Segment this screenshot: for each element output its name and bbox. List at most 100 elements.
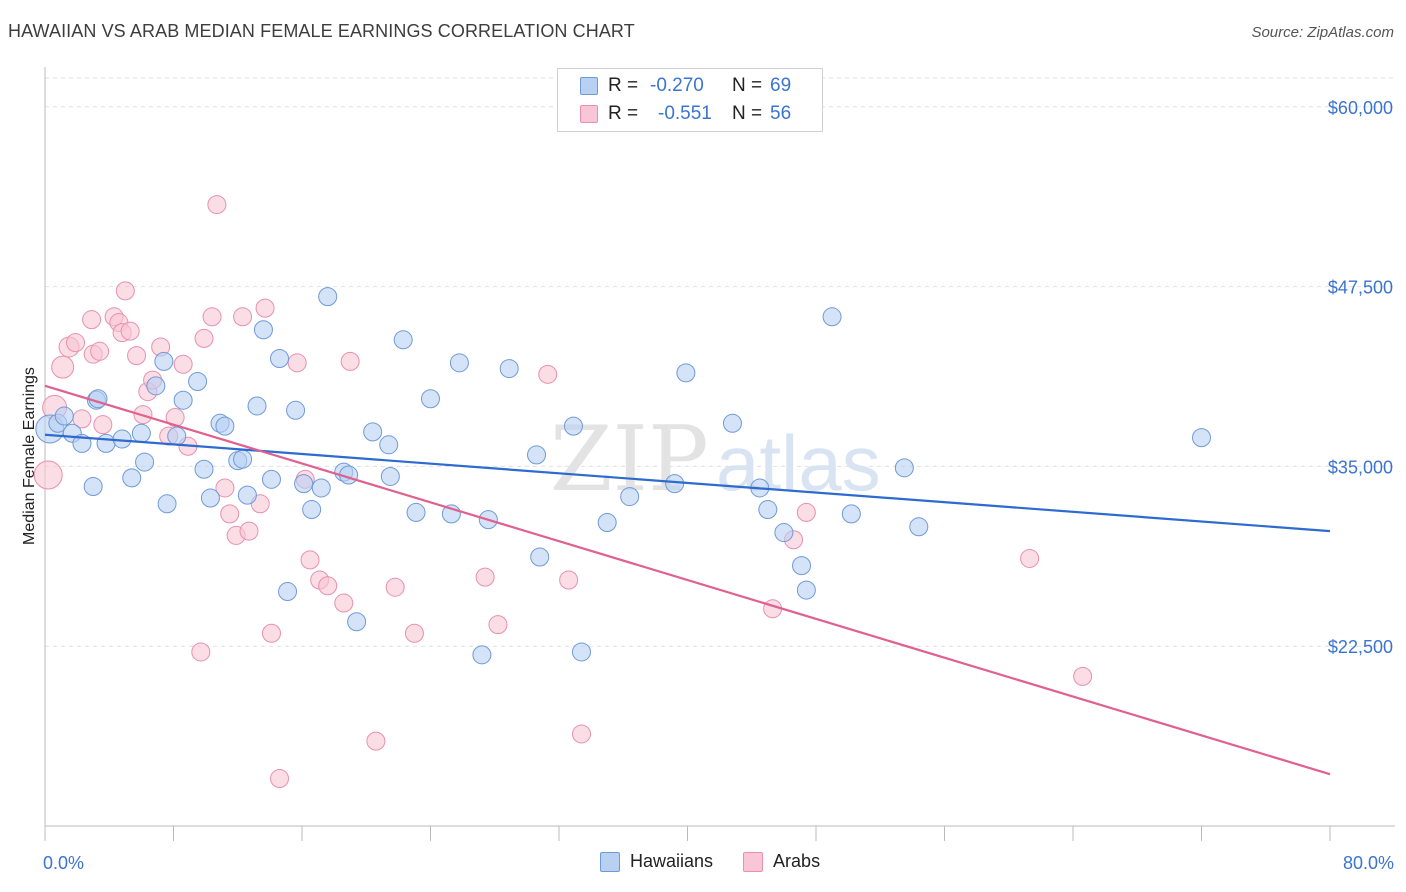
- hawaiian-point: [722, 413, 742, 433]
- arab-point: [115, 281, 135, 301]
- legend-row-hawaiians: R = -0.270 N = 69: [580, 72, 791, 100]
- arab-point: [207, 195, 227, 215]
- arab-point: [173, 354, 193, 374]
- y-tick-labels: $22,500 $35,000 $47,500 $60,000: [1328, 98, 1393, 657]
- arab-point: [51, 355, 75, 379]
- hawaiian-point: [796, 580, 816, 600]
- arab-point: [1020, 548, 1040, 568]
- hawaiian-point: [200, 488, 220, 508]
- hawaiian-point: [194, 459, 214, 479]
- arab-point: [215, 478, 235, 498]
- legend-swatch-arabs: [743, 851, 764, 872]
- arab-point: [334, 593, 354, 613]
- hawaiian-point: [311, 478, 331, 498]
- arab-point: [202, 307, 222, 327]
- hawaiian-point: [676, 363, 696, 383]
- y-tick-label: $47,500: [1328, 278, 1393, 298]
- hawaiian-point: [146, 376, 166, 396]
- hawaiian-point: [135, 452, 155, 472]
- hawaiian-point: [54, 406, 74, 426]
- arab-point: [90, 341, 110, 361]
- legend-n-value: 56: [770, 103, 792, 124]
- watermark: ZIP atlas: [550, 407, 881, 512]
- legend-swatch-blue: [580, 77, 598, 95]
- legend-item-arabs[interactable]: Arabs: [743, 851, 820, 872]
- arab-point: [33, 460, 63, 490]
- hawaiian-point: [792, 556, 812, 576]
- hawaiian-point: [841, 504, 861, 524]
- hawaiian-point: [318, 287, 338, 307]
- x-tick-max: 80.0%: [1342, 853, 1394, 873]
- hawaiian-point: [96, 433, 116, 453]
- hawaiian-point: [188, 372, 208, 392]
- hawaiian-point: [233, 449, 253, 469]
- hawaiian-point: [122, 468, 142, 488]
- legend-r-value: -0.270: [650, 75, 704, 96]
- arab-point: [270, 769, 290, 789]
- arab-point: [538, 364, 558, 384]
- hawaiian-point: [758, 500, 778, 520]
- axes: [44, 67, 1395, 841]
- hawaiian-point: [167, 426, 187, 446]
- arab-point: [66, 333, 86, 353]
- arab-point: [340, 351, 360, 371]
- arab-point: [239, 521, 259, 541]
- hawaiian-point: [363, 422, 383, 442]
- arab-point: [796, 502, 816, 522]
- hawaiian-point: [530, 547, 550, 567]
- arab-point: [318, 576, 338, 596]
- x-tick-min: 0.0%: [43, 853, 85, 873]
- arab-point: [220, 504, 240, 524]
- arab-point: [571, 724, 591, 744]
- hawaiian-point: [499, 359, 519, 379]
- hawaiian-point: [278, 582, 298, 602]
- y-tick-label: $22,500: [1328, 637, 1393, 657]
- arab-point: [165, 407, 185, 427]
- chart-title: HAWAIIAN VS ARAB MEDIAN FEMALE EARNINGS …: [8, 21, 635, 41]
- gridlines: [45, 77, 1395, 647]
- arab-point: [261, 623, 281, 643]
- arabs-trend-line: [44, 384, 1331, 776]
- arab-point: [233, 307, 253, 327]
- hawaiian-point: [157, 494, 177, 514]
- legend-r-value: -0.551: [658, 103, 712, 124]
- hawaiian-point: [253, 320, 273, 340]
- arab-point: [255, 298, 275, 318]
- hawaiian-point: [449, 353, 469, 373]
- hawaiian-point: [597, 512, 617, 532]
- legend-r-label: R =: [608, 75, 639, 96]
- hawaiian-point: [270, 349, 290, 368]
- source-label: Source: ZipAtlas.com: [1251, 24, 1394, 41]
- arab-point: [385, 577, 405, 597]
- hawaiian-point: [88, 389, 108, 409]
- hawaiian-point: [527, 445, 547, 465]
- hawaiian-point: [347, 612, 367, 632]
- hawaiian-point: [774, 523, 794, 543]
- hawaiians-points: [35, 287, 1211, 665]
- hawaiian-point: [563, 416, 583, 436]
- legend-n-label: N =: [732, 103, 763, 124]
- legend-item-hawaiians[interactable]: Hawaiians: [600, 851, 713, 872]
- hawaiian-point: [215, 416, 235, 436]
- hawaiian-point: [173, 390, 193, 410]
- hawaiian-point: [620, 487, 640, 507]
- hawaiian-point: [894, 458, 914, 478]
- hawaiian-point: [393, 330, 413, 350]
- arab-point: [475, 567, 495, 587]
- hawaiian-point: [247, 396, 267, 416]
- hawaiian-point: [406, 502, 426, 522]
- hawaiian-point: [909, 517, 929, 537]
- arab-point: [300, 550, 320, 570]
- arab-point: [366, 731, 386, 751]
- correlation-legend: R = -0.270 N = 69 R = -0.551 N = 56: [557, 68, 823, 132]
- y-tick-label: $35,000: [1328, 457, 1393, 477]
- arab-point: [93, 415, 113, 435]
- legend-label-arabs: Arabs: [773, 851, 821, 871]
- arab-point: [127, 346, 147, 366]
- arab-point: [120, 321, 140, 341]
- legend-row-arabs: R = -0.551 N = 56: [580, 100, 791, 128]
- watermark-atlas: atlas: [716, 419, 881, 507]
- legend-swatch-hawaiians: [600, 851, 620, 872]
- hawaiian-point: [286, 400, 306, 420]
